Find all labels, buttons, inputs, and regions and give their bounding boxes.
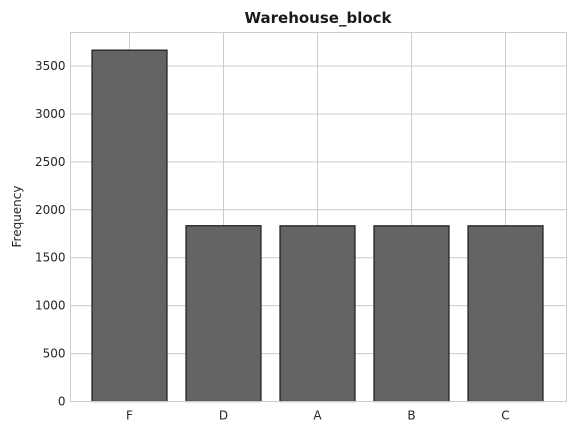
bar-B xyxy=(374,226,449,402)
y-tick-label: 2000 xyxy=(35,203,66,217)
bar-C xyxy=(468,226,543,402)
y-tick-label: 500 xyxy=(43,347,66,361)
y-tick-label: 3000 xyxy=(35,107,66,121)
x-tick-label: B xyxy=(407,409,415,423)
x-tick-label: A xyxy=(313,409,322,423)
y-axis-label: Frequency xyxy=(10,186,24,248)
y-tick-label: 1000 xyxy=(35,299,66,313)
bar-A xyxy=(280,226,355,402)
y-tick-label: 0 xyxy=(58,395,66,409)
x-tick-label: C xyxy=(501,409,509,423)
x-tick-label: F xyxy=(126,409,133,423)
bar-F xyxy=(92,50,167,401)
bar-D xyxy=(186,226,261,402)
x-tick-label: D xyxy=(219,409,228,423)
chart-title: Warehouse_block xyxy=(244,9,392,27)
y-tick-label: 2500 xyxy=(35,155,66,169)
y-tick-label: 1500 xyxy=(35,251,66,265)
y-tick-label: 3500 xyxy=(35,59,66,73)
